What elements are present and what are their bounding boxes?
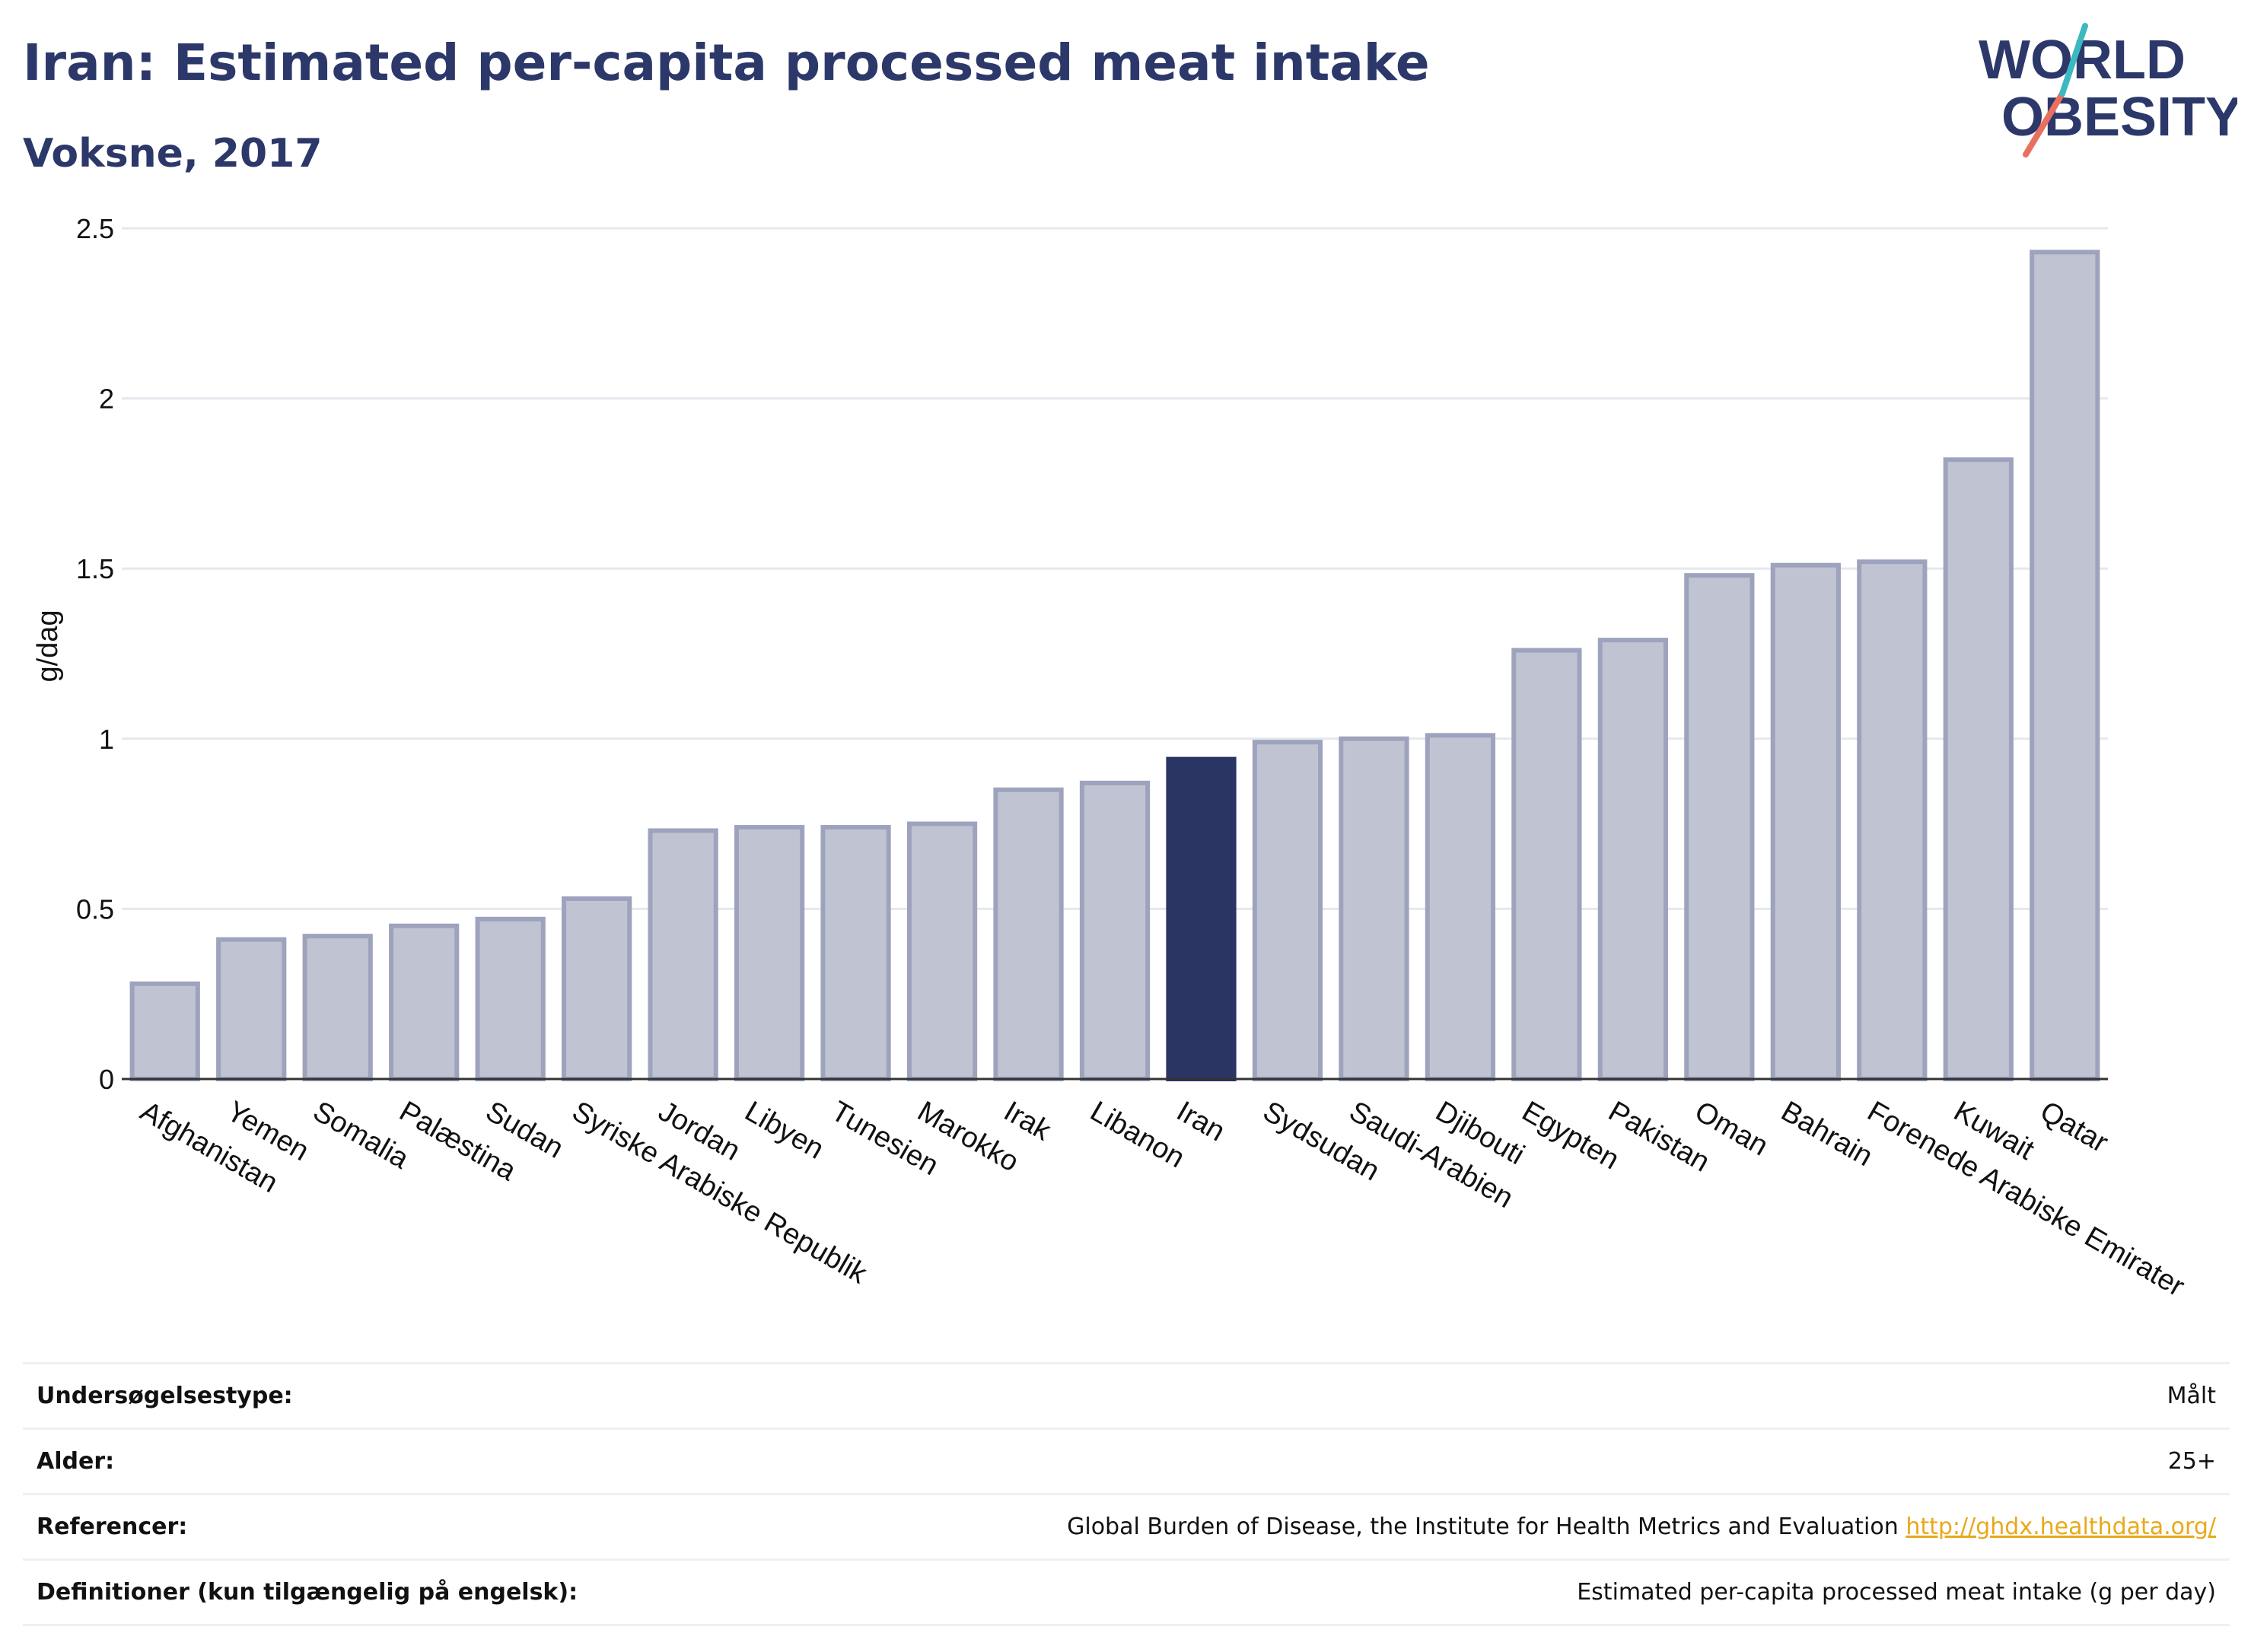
bar-jordan[interactable] xyxy=(648,828,718,1081)
info-row-references: Referencer: Global Burden of Disease, th… xyxy=(23,1493,2230,1558)
x-tick-label: Somalia xyxy=(307,1095,415,1175)
bar-palæstina[interactable] xyxy=(389,923,460,1082)
y-tick-label: 2.5 xyxy=(76,213,114,244)
info-label: Referencer: xyxy=(37,1514,188,1540)
page-subtitle: Voksne, 2017 xyxy=(23,131,323,177)
info-value: Estimated per-capita processed meat inta… xyxy=(1577,1579,2216,1606)
y-tick-label: 1.5 xyxy=(76,553,114,584)
bar-afghanistan[interactable] xyxy=(129,981,200,1082)
x-tick-label: Libyen xyxy=(740,1095,829,1165)
bar-qatar[interactable] xyxy=(2030,250,2100,1082)
x-tick-label: Bahrain xyxy=(1775,1095,1877,1173)
info-value: Målt xyxy=(2167,1383,2216,1409)
info-label: Alder: xyxy=(37,1448,115,1475)
bars xyxy=(129,250,2100,1082)
y-axis-ticks: 0 0.5 1 1.5 2 2.5 xyxy=(76,213,114,1095)
y-axis-label: g/dag xyxy=(32,610,64,682)
x-tick-label: Iran xyxy=(1171,1095,1231,1147)
bar-yemen[interactable] xyxy=(216,937,287,1081)
page-title: Iran: Estimated per-capita processed mea… xyxy=(23,33,1430,92)
bar-kuwait[interactable] xyxy=(1943,457,2014,1081)
bar-iran[interactable] xyxy=(1166,756,1237,1082)
bar-bahrain[interactable] xyxy=(1770,562,1841,1081)
x-axis-labels: AfghanistanYemenSomaliaPalæstinaSudanSyr… xyxy=(135,1095,2190,1303)
info-table: Undersøgelsestype: Målt Alder: 25+ Refer… xyxy=(23,1362,2230,1626)
world-obesity-logo: WORLD OBESITY xyxy=(1979,23,2237,158)
bar-tunesien[interactable] xyxy=(820,825,891,1082)
bar-chart: 0 0.5 1 1.5 2 2.5 AfghanistanYemenSomaliaPalæ… xyxy=(32,213,2190,1303)
info-label: Definitioner (kun tilgængelig på engelsk… xyxy=(37,1579,578,1606)
x-tick-label: Libanon xyxy=(1085,1095,1190,1174)
info-row-definitions: Definitioner (kun tilgængelig på engelsk… xyxy=(23,1558,2230,1626)
bar-egypten[interactable] xyxy=(1511,648,1582,1081)
bar-irak[interactable] xyxy=(993,787,1064,1081)
info-value: 25+ xyxy=(2167,1448,2216,1475)
x-tick-label: Irak xyxy=(998,1095,1057,1147)
x-tick-label: Qatar xyxy=(2035,1095,2114,1159)
bar-djibouti[interactable] xyxy=(1425,733,1496,1081)
bar-syriske-arabiske-republik[interactable] xyxy=(562,896,632,1082)
bar-somalia[interactable] xyxy=(302,934,373,1082)
y-tick-label: 2 xyxy=(99,384,114,415)
x-tick-label: Forenede Arabiske Emirater xyxy=(1862,1095,2190,1303)
info-row-age: Alder: 25+ xyxy=(23,1428,2230,1493)
x-tick-label: Egypten xyxy=(1517,1095,1625,1176)
reference-text: Global Burden of Disease, the Institute … xyxy=(1067,1514,1899,1540)
bar-libanon[interactable] xyxy=(1079,780,1151,1082)
y-tick-label: 1 xyxy=(99,724,114,755)
bar-sydsudan[interactable] xyxy=(1252,740,1323,1081)
logo-line2: OBESITY xyxy=(2001,87,2237,148)
bar-sudan[interactable] xyxy=(475,916,546,1082)
bar-oman[interactable] xyxy=(1684,573,1755,1081)
bar-marokko[interactable] xyxy=(906,821,978,1081)
info-row-survey-type: Undersøgelsestype: Målt xyxy=(23,1362,2230,1428)
bar-pakistan[interactable] xyxy=(1597,638,1668,1081)
bar-libyen[interactable] xyxy=(734,825,805,1082)
y-tick-label: 0.5 xyxy=(76,893,114,925)
info-value: Global Burden of Disease, the Institute … xyxy=(1067,1514,2230,1540)
bar-saudi-arabien[interactable] xyxy=(1339,736,1409,1081)
y-tick-label: 0 xyxy=(99,1064,114,1095)
reference-link[interactable]: http://ghdx.healthdata.org/ xyxy=(1906,1514,2216,1540)
bar-forenede-arabiske-emirater[interactable] xyxy=(1857,559,1928,1081)
info-label: Undersøgelsestype: xyxy=(37,1383,293,1409)
